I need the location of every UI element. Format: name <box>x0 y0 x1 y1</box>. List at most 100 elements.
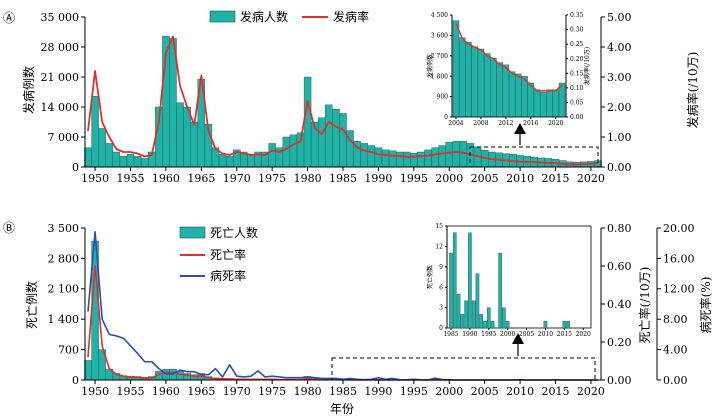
x-axis-tick-label: 2005 <box>471 172 499 185</box>
inset-case-bar <box>521 75 528 118</box>
inset-right-y-axis-tick-label: 0.00 <box>570 114 584 121</box>
x-axis-tick-label: 1970 <box>223 385 251 398</box>
death-bar <box>84 360 92 381</box>
x-axis-tick-label: 2000 <box>435 385 463 398</box>
inset-case-bar <box>508 71 516 118</box>
inset-left-y-axis-tick-label: 900 <box>437 94 449 101</box>
case-bar <box>119 156 128 168</box>
x-axis-tick-label: 1965 <box>187 385 215 398</box>
left-y-axis-tick-label: 1 400 <box>48 313 80 326</box>
inset-x-axis-tick-label: 2012 <box>498 120 513 127</box>
right-y-axis-death-rate-tick-label: 0.60 <box>607 260 632 273</box>
inset-right-y-axis-tick-label: 0.25 <box>570 41 584 48</box>
left-y-axis-tick-label: 2 800 <box>48 252 80 265</box>
case-bar <box>374 147 383 168</box>
case-bar <box>140 158 149 168</box>
case-bar <box>126 153 135 168</box>
case-bar <box>176 102 184 168</box>
inset-death-bar <box>498 252 502 329</box>
case-bar <box>303 76 312 168</box>
x-axis-tick-label: 1990 <box>364 172 392 185</box>
legend-bar-label: 死亡人数 <box>210 225 258 240</box>
left-y-axis-tick-label: 35 000 <box>41 11 80 24</box>
x-axis-tick-label: 1980 <box>294 385 322 398</box>
x-axis-tick-label: 1980 <box>294 172 322 185</box>
x-axis-tick-label: 2005 <box>471 385 499 398</box>
inset-death-bar <box>566 321 570 329</box>
right-y-axis-fatality-tick-label: 20.00 <box>663 222 695 235</box>
inset-death-bar <box>490 321 495 329</box>
right-y-axis-tick-label: 4.00 <box>607 41 632 54</box>
inset-rate-line <box>455 23 563 92</box>
case-bar <box>438 145 446 168</box>
left-y-axis-tick-label: 2 100 <box>48 283 80 296</box>
right-y-axis-fatality-tick-label: 4.00 <box>663 343 688 356</box>
case-bar <box>318 117 326 168</box>
case-bar <box>339 113 347 168</box>
x-axis-tick-label: 1995 <box>400 172 428 185</box>
inset-chart: 2004 2008 2012 2016 2020 0 900 1 800 2 700 3 600 4… <box>426 12 591 127</box>
x-axis-tick-label: 1990 <box>364 385 392 398</box>
right-y-axis-death-rate-tick-label: 0.40 <box>607 298 632 311</box>
left-y-axis-title: 发病例数 <box>21 66 36 114</box>
x-axis-tick-label: 2015 <box>542 172 570 185</box>
inset-x-axis-tick-label: 1985 <box>443 331 458 338</box>
left-y-axis-tick-label: 7 000 <box>48 131 80 144</box>
legend-death-rate-label: 死亡率 <box>210 247 246 262</box>
inset-death-bar <box>486 307 491 329</box>
right-y-axis-title-death-rate: 死亡率(/10万) <box>637 267 652 344</box>
case-bar <box>332 108 340 168</box>
x-axis-tick-label: 1955 <box>117 385 145 398</box>
inset-death-bar <box>449 252 453 329</box>
case-bar <box>133 156 142 168</box>
inset-x-axis-tick-label: 2008 <box>473 120 488 127</box>
inset-death-bar <box>475 273 480 329</box>
zoom-region-box <box>331 357 596 381</box>
panel-a-incidence-chart: 1950 1955 1960 1965 1970 1975 1980 1985 1990 1995… <box>3 9 700 185</box>
x-axis-tick-label: 1955 <box>117 172 145 185</box>
case-bar <box>445 141 453 168</box>
x-axis-tick-label: 1960 <box>152 385 180 398</box>
inset-y-axis-tick-label: 15 <box>435 223 443 230</box>
panel-label: Ⓐ <box>3 11 15 25</box>
inset-death-bar <box>464 300 468 329</box>
case-bar <box>247 153 255 168</box>
left-y-axis-title: 死亡例数 <box>24 281 39 329</box>
case-bar <box>417 151 425 168</box>
inset-death-bar <box>483 321 487 329</box>
inset-case-bar <box>452 20 460 118</box>
inset-case-bar <box>527 82 535 118</box>
inset-left-y-axis-tick-label: 2 700 <box>431 53 448 60</box>
inset-case-bar <box>459 37 466 118</box>
inset-case-bar <box>558 82 566 118</box>
inset-left-y-axis-tick-label: 3 600 <box>431 33 448 40</box>
right-y-axis-tick-label: 1.00 <box>607 131 632 144</box>
inset-x-axis-tick-label: 2010 <box>538 331 553 338</box>
inset-case-bar <box>502 64 510 118</box>
case-bar <box>395 151 404 168</box>
inset-left-y-axis-tick-label: 4 500 <box>431 12 448 19</box>
case-bar <box>381 149 390 168</box>
case-bar <box>325 104 333 168</box>
x-axis-tick-label: 1950 <box>81 385 109 398</box>
case-bar <box>112 151 121 168</box>
right-y-axis-fatality-tick-label: 12.00 <box>663 283 695 296</box>
inset-case-bar <box>477 48 485 118</box>
inset-x-axis-tick-label: 2020 <box>548 120 563 127</box>
case-bar <box>268 143 276 168</box>
inset-right-y-axis-tick-label: 0.05 <box>570 100 584 107</box>
x-axis-tick-label: 2015 <box>542 385 570 398</box>
right-y-axis-title: 发病率(/10万) <box>685 52 700 129</box>
inset-chart: 1985 1990 1995 2000 2005 2010 2015 2020 0 3 6 9 12 15… <box>426 223 592 338</box>
inset-death-bar <box>452 232 457 329</box>
x-axis-tick-label: 1950 <box>81 172 109 185</box>
left-y-axis-tick-label: 700 <box>58 343 79 356</box>
case-bar <box>190 121 198 168</box>
case-bar <box>388 150 397 168</box>
right-y-axis-tick-label: 2.00 <box>607 101 632 114</box>
case-bar <box>360 143 368 168</box>
case-bar <box>105 143 113 168</box>
right-y-axis-death-rate-tick-label: 0.20 <box>607 336 632 349</box>
inset-x-axis-tick-label: 2015 <box>557 331 572 338</box>
